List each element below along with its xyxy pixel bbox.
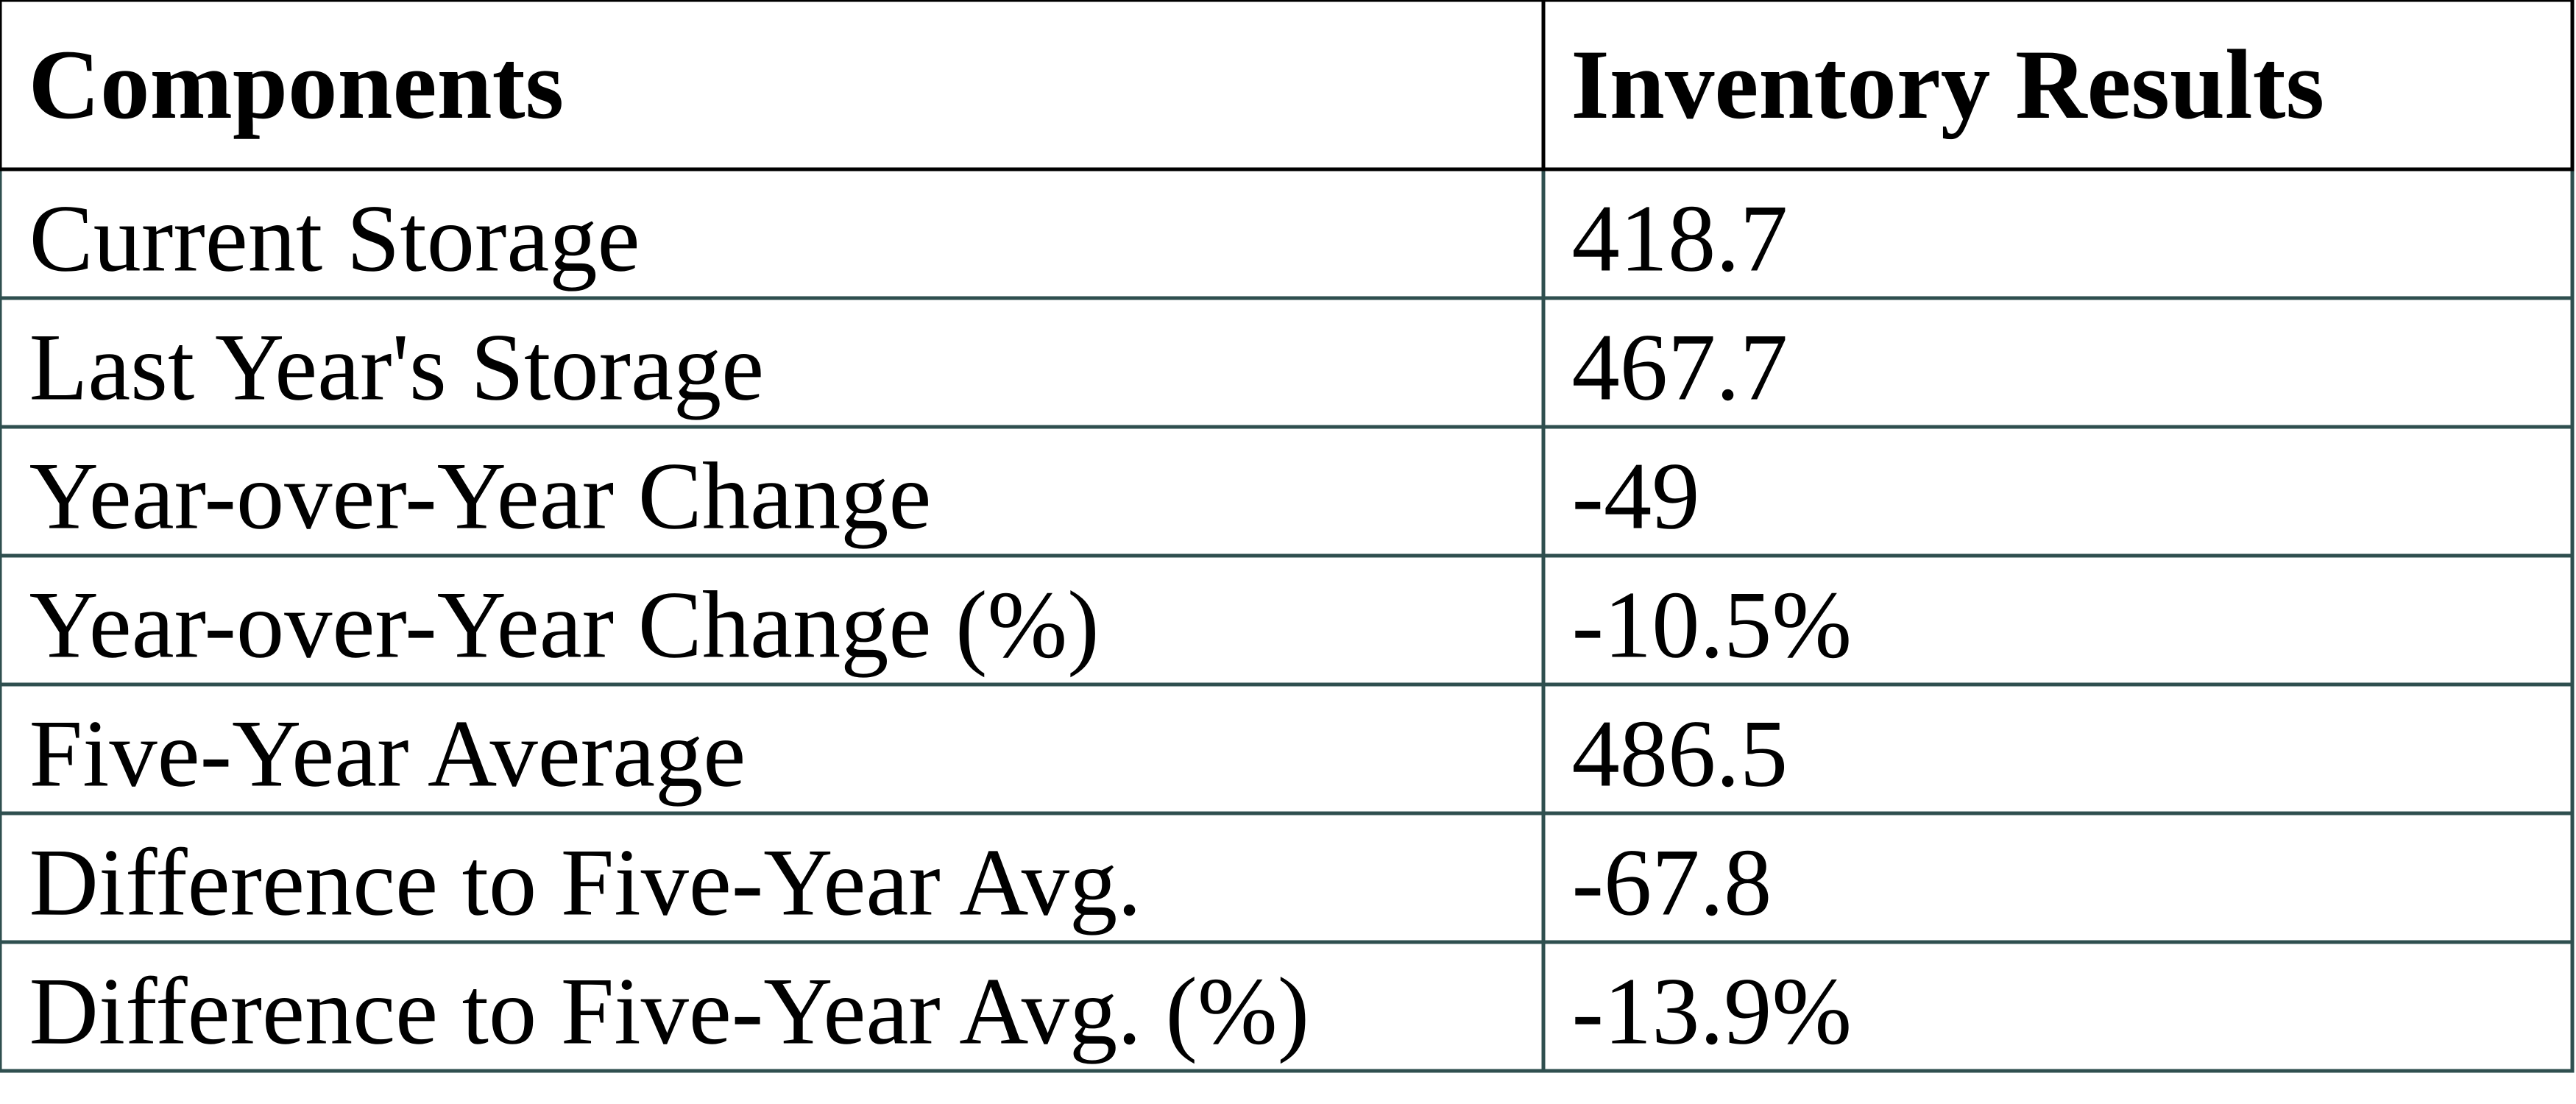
- svg-text:Year-over-Year Change: Year-over-Year Change: [29, 444, 932, 550]
- svg-text:Difference to Five-Year Avg. (: Difference to Five-Year Avg. (%): [29, 959, 1310, 1065]
- svg-text:-49: -49: [1572, 444, 1700, 550]
- svg-text:-67.8: -67.8: [1572, 830, 1772, 936]
- svg-text:418.7: 418.7: [1572, 186, 1788, 292]
- svg-text:Last Year's Storage: Last Year's Storage: [29, 315, 765, 421]
- svg-text:Components: Components: [29, 30, 565, 140]
- svg-text:-13.9%: -13.9%: [1572, 959, 1853, 1065]
- svg-text:Difference to Five-Year Avg.: Difference to Five-Year Avg.: [29, 830, 1142, 936]
- svg-text:Inventory Results: Inventory Results: [1571, 30, 2324, 140]
- svg-text:486.5: 486.5: [1572, 701, 1788, 807]
- svg-text:-10.5%: -10.5%: [1572, 573, 1853, 679]
- svg-text:467.7: 467.7: [1572, 315, 1788, 421]
- svg-text:Year-over-Year Change (%): Year-over-Year Change (%): [29, 573, 1100, 679]
- svg-text:Current Storage: Current Storage: [29, 186, 640, 292]
- svg-text:Five-Year Average: Five-Year Average: [29, 701, 746, 807]
